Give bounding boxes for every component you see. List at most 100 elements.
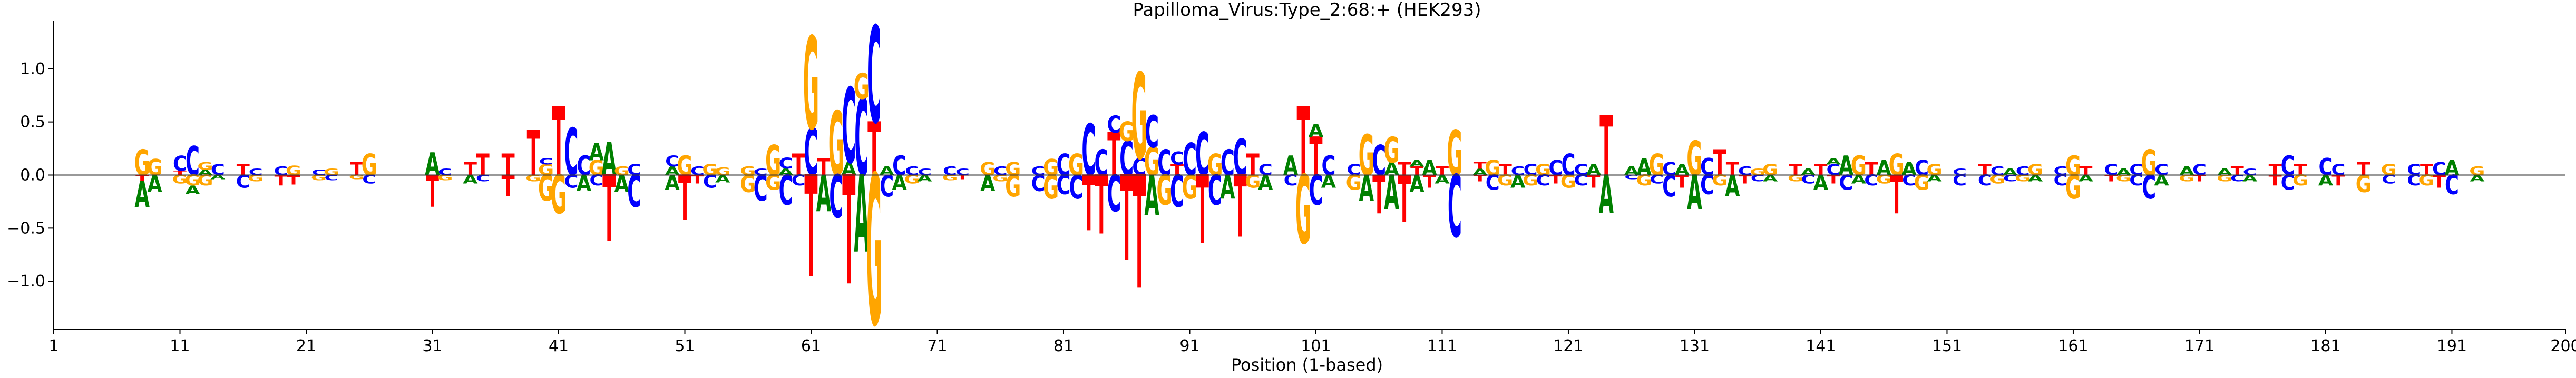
- x-tick-label: 191: [2437, 337, 2467, 355]
- logo-letter-A-pos-105: A: [1359, 168, 1374, 209]
- logo-letter-C-pos-171: C: [2192, 162, 2207, 179]
- logo-letter-G-pos-56: G: [740, 165, 756, 178]
- logo-letter-C-pos-43: C: [577, 151, 591, 182]
- logo-letter-G-pos-107: G: [1384, 130, 1400, 171]
- logo-letter-A-pos-124: A: [1599, 164, 1614, 226]
- logo-letter-T-pos-41: T: [552, 87, 565, 197]
- logo-letter-C-pos-85: C: [1107, 111, 1121, 138]
- logo-letter-G-pos-22: G: [311, 173, 327, 182]
- logo-letter-G-pos-46: G: [614, 165, 630, 178]
- logo-letter-C-pos-156: C: [2003, 173, 2017, 183]
- logo-letter-C-pos-104: C: [1346, 162, 1361, 179]
- logo-letter-G-pos-72: G: [942, 173, 958, 182]
- logo-letter-T-pos-108: T: [1398, 163, 1411, 237]
- logo-letter-A-pos-97: A: [1258, 171, 1273, 195]
- logo-letter-T-pos-66: T: [867, 107, 881, 193]
- x-tick-label: 81: [1053, 337, 1074, 355]
- logo-letter-T-pos-92: T: [1196, 155, 1209, 265]
- logo-letter-C-pos-188: C: [2407, 162, 2421, 179]
- logo-letter-C-pos-35: C: [476, 173, 490, 183]
- x-tick-label: 41: [549, 337, 569, 355]
- logo-letter-A-pos-99: A: [1283, 151, 1298, 182]
- logo-letter-T-pos-189: T: [2420, 162, 2434, 179]
- logo-letter-T-pos-85: T: [1107, 121, 1120, 189]
- logo-letter-A-pos-8: A: [134, 174, 149, 215]
- logo-letter-G-pos-186: G: [2381, 162, 2397, 179]
- logo-letter-G-pos-173: G: [2217, 173, 2232, 183]
- logo-letter-G-pos-93: G: [1207, 148, 1223, 183]
- logo-letter-A-pos-146: A: [1877, 156, 1892, 180]
- logo-letter-G-pos-150: G: [1926, 162, 1942, 179]
- logo-letter-A-pos-107: A: [1384, 166, 1399, 221]
- logo-letter-T-pos-86: T: [1120, 151, 1133, 288]
- logo-letter-C-pos-190: C: [2432, 159, 2446, 180]
- logo-letter-G-pos-39: G: [525, 173, 541, 183]
- logo-letter-G-pos-86: G: [1119, 117, 1135, 147]
- logo-letter-C-pos-95: C: [1233, 129, 1247, 187]
- logo-letter-G-pos-44: G: [589, 156, 604, 180]
- logo-letter-A-pos-54: A: [715, 173, 730, 185]
- logo-letter-A-pos-131: A: [1687, 166, 1702, 221]
- logo-letter-C-pos-23: C: [324, 173, 338, 182]
- y-tick-label: 0.0: [20, 166, 45, 185]
- logo-letter-T-pos-16: T: [237, 162, 250, 179]
- x-tick-label: 111: [1427, 337, 1457, 355]
- x-tick-label: 131: [1680, 337, 1710, 355]
- logo-letter-G-pos-26: G: [362, 148, 377, 183]
- logo-letter-C-pos-81: C: [1057, 148, 1071, 183]
- logo-letter-A-pos-45: A: [602, 133, 617, 186]
- logo-letter-C-pos-69: C: [905, 165, 919, 178]
- logo-letter-G-pos-53: G: [702, 162, 718, 179]
- logo-letter-A-pos-50: A: [665, 165, 680, 178]
- logo-letter-G-pos-20: G: [286, 163, 301, 178]
- logo-letter-A-pos-12: A: [185, 184, 200, 197]
- logo-letter-C-pos-47: C: [627, 167, 641, 218]
- logo-letter-G-pos-100: G: [1295, 155, 1311, 265]
- x-tick-label: 21: [296, 337, 316, 355]
- x-tick-label: 200: [2550, 337, 2576, 355]
- logo-letter-T-pos-134: T: [1726, 159, 1739, 180]
- logo-letter-C-pos-65: C: [854, 77, 869, 201]
- logo-letter-G-pos-167: G: [2141, 142, 2157, 183]
- logo-letter-G-pos-82: G: [1068, 148, 1084, 183]
- logo-letter-T-pos-73: T: [956, 174, 970, 181]
- x-tick-label: 31: [422, 337, 442, 355]
- logo-letter-C-pos-40: C: [539, 156, 553, 166]
- logo-letter-C-pos-132: C: [1700, 153, 1714, 181]
- logo-letter-A-pos-162: A: [2079, 173, 2093, 183]
- logo-letter-G-pos-144: G: [1851, 151, 1867, 182]
- logo-letter-T-pos-184: T: [2357, 159, 2370, 180]
- logo-letter-C-pos-72: C: [943, 165, 957, 178]
- logo-letter-C-pos-59: C: [779, 155, 793, 173]
- logo-letter-A-pos-64: A: [842, 159, 857, 180]
- chart-title: Papilloma_Virus:Type_2:68:+ (HEK293): [1133, 0, 1481, 21]
- logo-letter-T-pos-179: T: [2294, 162, 2308, 179]
- logo-letter-G-pos-63: G: [828, 93, 844, 196]
- logo-letter-G-pos-80: G: [1043, 155, 1059, 181]
- logo-letter-T-pos-147: T: [1890, 164, 1903, 226]
- y-tick-label: −1.0: [7, 272, 45, 291]
- logo-letter-G-pos-165: G: [2116, 173, 2132, 183]
- logo-letter-T-pos-124: T: [1599, 98, 1613, 195]
- x-tick-label: 101: [1301, 337, 1331, 355]
- logo-letter-T-pos-83: T: [1082, 160, 1095, 249]
- logo-letter-T-pos-35: T: [476, 148, 490, 183]
- logo-letter-C-pos-160: C: [2054, 165, 2068, 178]
- logo-letter-A-pos-67: A: [879, 165, 894, 178]
- x-axis-label: Position (1-based): [1231, 355, 1383, 375]
- x-tick-label: 121: [1553, 337, 1583, 355]
- logo-letter-C-pos-84: C: [1094, 142, 1108, 183]
- logo-letter-T-pos-114: T: [1474, 161, 1487, 171]
- logo-letter-T-pos-141: T: [1814, 162, 1828, 179]
- x-tick-label: 1: [48, 337, 58, 355]
- logo-letter-C-pos-135: C: [1738, 165, 1752, 178]
- logo-letter-A-pos-65: A: [854, 153, 869, 277]
- logo-letter-A-pos-109: A: [1409, 158, 1424, 168]
- logo-letter-G-pos-87: G: [1131, 48, 1147, 186]
- logo-letter-C-pos-82: C: [1069, 168, 1083, 206]
- logo-letter-T-pos-64: T: [842, 145, 855, 320]
- logo-letter-A-pos-193: A: [2470, 173, 2484, 183]
- logo-letter-C-pos-89: C: [1157, 142, 1172, 183]
- logo-letter-C-pos-102: C: [1321, 151, 1335, 182]
